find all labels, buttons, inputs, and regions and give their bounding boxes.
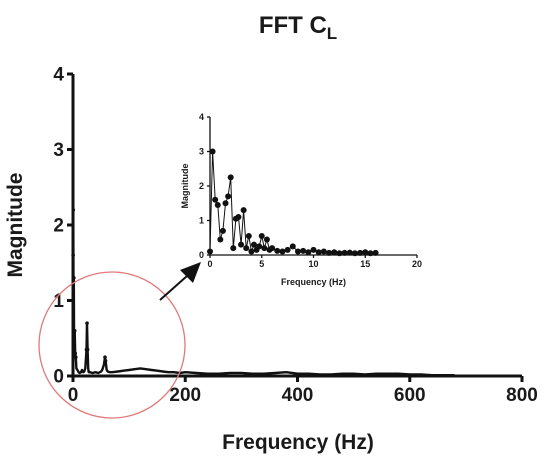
x-tick-label: 200 (169, 385, 201, 406)
inset-series-line (209, 151, 376, 254)
inset-series-point (212, 196, 219, 203)
x-tick-label: 400 (282, 385, 314, 406)
inset-series-point (214, 201, 221, 208)
inset-x-tick-label: 0 (207, 259, 212, 269)
inset-series-point (207, 248, 213, 255)
inset-x-tick-label: 20 (412, 259, 422, 269)
inset-series-point (294, 248, 301, 255)
inset-series-point (217, 236, 224, 243)
chart-title-subscript: L (327, 24, 337, 43)
inset-x-tick-label: 5 (259, 259, 264, 269)
inset-series-point (256, 243, 263, 250)
inset-series-point (258, 233, 265, 240)
inset-series-point (261, 245, 268, 252)
inset-series-point (341, 249, 348, 256)
inset-plot: 0 5 10 15 20 0 1 2 3 4 Frequency (Hz) Magnitude (180, 112, 422, 287)
main-series-point (85, 347, 90, 352)
main-series-point (71, 208, 76, 212)
main-series-point (72, 276, 76, 280)
y-axis-label: Magnitude (4, 173, 27, 278)
x-tick-label: 800 (506, 385, 538, 406)
inset-y-tick-label: 0 (199, 250, 204, 260)
inset-series-point (289, 243, 296, 250)
main-series-point (71, 332, 76, 337)
inset-y-tick-label: 3 (199, 147, 204, 157)
zoom-arrow-shaft (159, 275, 188, 301)
zoom-arrow-head (180, 262, 201, 283)
inset-series-point (372, 249, 379, 256)
inset-series-point (367, 250, 374, 257)
inset-y-tick-label: 2 (199, 181, 204, 191)
inset-series-point (310, 246, 317, 253)
inset-series-point (346, 249, 353, 256)
chart-title: FFT CL (259, 12, 337, 43)
inset-series-point (263, 236, 270, 243)
inset-series-point (219, 227, 226, 234)
inset-y-axis-label: Magnitude (180, 164, 190, 209)
inset-x-tick-label: 15 (360, 259, 370, 269)
main-series-point (72, 344, 76, 348)
inset-series-point (238, 241, 245, 248)
y-tick-label: 4 (53, 65, 64, 86)
inset-y-tick-label: 4 (199, 112, 204, 122)
zoom-annotation (38, 262, 201, 419)
inset-x-axis-label: Frequency (Hz) (281, 277, 346, 287)
inset-series-point (269, 245, 276, 252)
inset-series-point (250, 241, 257, 248)
inset-series-point (225, 193, 232, 200)
x-axis-label: Frequency (Hz) (222, 431, 374, 454)
inset-series-point (248, 248, 255, 255)
inset-series-point (305, 249, 312, 256)
inset-series-point (351, 250, 358, 257)
y-tick-label: 2 (53, 216, 64, 237)
main-series-point (85, 321, 89, 325)
chart-title-main: FFT C (259, 12, 327, 39)
inset-series-point (240, 207, 247, 214)
main-series-point (71, 253, 75, 257)
main-series-line (71, 77, 455, 377)
main-series-point (73, 351, 78, 356)
inset-series-point (245, 233, 252, 240)
inset-series-point (326, 249, 333, 256)
y-tick-label: 0 (53, 367, 64, 388)
inset-series-point (274, 247, 281, 254)
inset-series-point (227, 174, 234, 181)
main-series-point (74, 355, 78, 359)
x-tick-label: 0 (68, 385, 79, 406)
x-tick-label: 600 (394, 385, 426, 406)
inset-series-point (209, 148, 216, 155)
y-tick-label: 3 (53, 140, 64, 161)
highlight-circle (38, 271, 186, 419)
main-series-point (103, 359, 108, 363)
inset-series-point (279, 248, 286, 255)
inset-series-point (243, 245, 250, 252)
main-series-point (72, 328, 77, 333)
inset-series-point (235, 214, 242, 221)
inset-series-point (362, 249, 369, 256)
inset-series-point (336, 250, 343, 257)
main-series-point (103, 355, 107, 359)
inset-series-point (320, 248, 327, 255)
inset-x-tick-label: 10 (308, 259, 318, 269)
inset-series-point (357, 249, 364, 256)
inset-series-point (300, 247, 307, 254)
inset-series-point (315, 249, 322, 256)
inset-series-point (331, 249, 338, 256)
inset-series-point (284, 246, 291, 253)
y-tick-label: 1 (53, 291, 64, 312)
inset-series-point (230, 245, 237, 252)
inset-y-tick-label: 1 (199, 216, 204, 226)
inset-series-point (222, 200, 229, 207)
